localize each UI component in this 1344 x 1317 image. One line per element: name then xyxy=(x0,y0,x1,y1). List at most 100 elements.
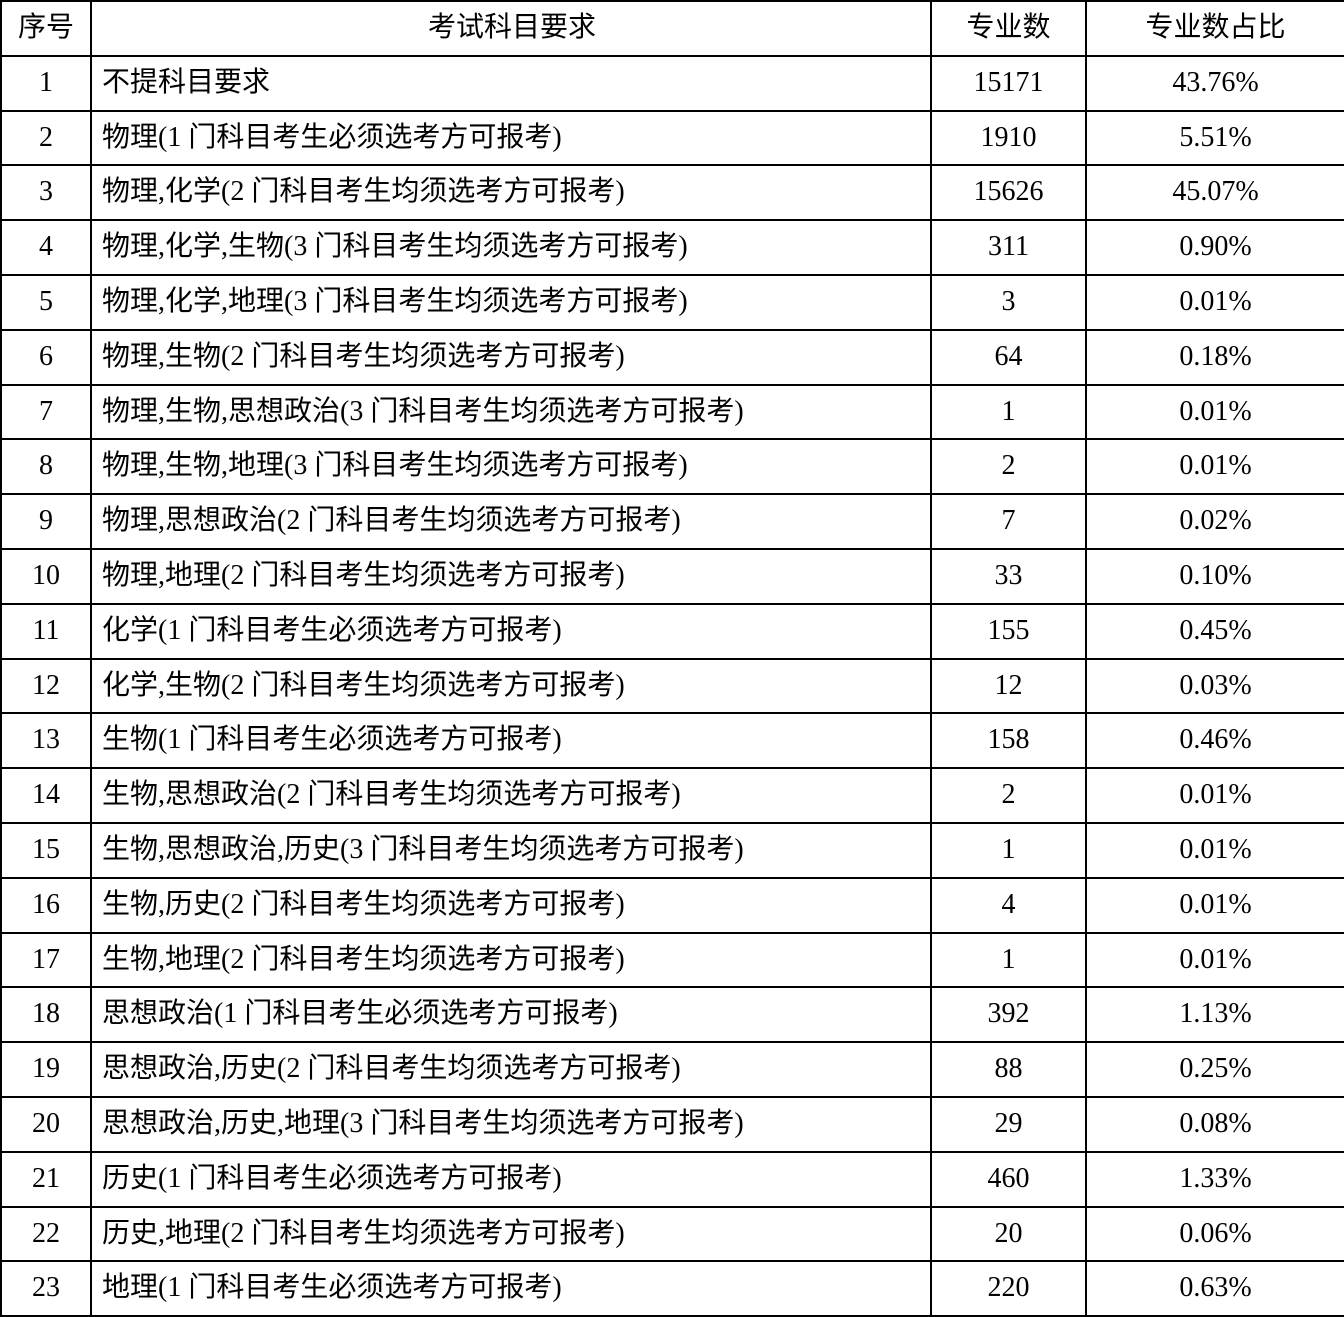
col-header-seq: 序号 xyxy=(1,1,91,56)
cell-seq: 13 xyxy=(1,713,91,768)
subject-requirements-table: 序号 考试科目要求 专业数 专业数占比 1不提科目要求1517143.76%2物… xyxy=(0,0,1344,1317)
cell-seq: 6 xyxy=(1,330,91,385)
cell-percent: 0.01% xyxy=(1086,768,1344,823)
cell-seq: 16 xyxy=(1,878,91,933)
table-row: 3物理,化学(2 门科目考生均须选考方可报考)1562645.07% xyxy=(1,165,1344,220)
cell-seq: 1 xyxy=(1,56,91,111)
cell-requirement: 思想政治,历史,地理(3 门科目考生均须选考方可报考) xyxy=(91,1097,931,1152)
cell-seq: 15 xyxy=(1,823,91,878)
table-header-row: 序号 考试科目要求 专业数 专业数占比 xyxy=(1,1,1344,56)
cell-seq: 3 xyxy=(1,165,91,220)
cell-count: 7 xyxy=(931,494,1086,549)
cell-percent: 0.01% xyxy=(1086,275,1344,330)
cell-percent: 0.01% xyxy=(1086,823,1344,878)
table-body: 1不提科目要求1517143.76%2物理(1 门科目考生必须选考方可报考)19… xyxy=(1,56,1344,1316)
cell-percent: 1.13% xyxy=(1086,987,1344,1042)
cell-count: 392 xyxy=(931,987,1086,1042)
cell-requirement: 生物(1 门科目考生必须选考方可报考) xyxy=(91,713,931,768)
cell-requirement: 生物,思想政治,历史(3 门科目考生均须选考方可报考) xyxy=(91,823,931,878)
table-row: 20思想政治,历史,地理(3 门科目考生均须选考方可报考)290.08% xyxy=(1,1097,1344,1152)
cell-seq: 10 xyxy=(1,549,91,604)
table-row: 9物理,思想政治(2 门科目考生均须选考方可报考)70.02% xyxy=(1,494,1344,549)
table-row: 16生物,历史(2 门科目考生均须选考方可报考)40.01% xyxy=(1,878,1344,933)
cell-requirement: 不提科目要求 xyxy=(91,56,931,111)
cell-seq: 11 xyxy=(1,604,91,659)
cell-seq: 2 xyxy=(1,111,91,166)
cell-requirement: 地理(1 门科目考生必须选考方可报考) xyxy=(91,1261,931,1316)
cell-percent: 0.01% xyxy=(1086,385,1344,440)
cell-count: 2 xyxy=(931,439,1086,494)
col-header-count: 专业数 xyxy=(931,1,1086,56)
cell-count: 2 xyxy=(931,768,1086,823)
cell-percent: 45.07% xyxy=(1086,165,1344,220)
cell-seq: 8 xyxy=(1,439,91,494)
cell-requirement: 思想政治(1 门科目考生必须选考方可报考) xyxy=(91,987,931,1042)
col-header-percent: 专业数占比 xyxy=(1086,1,1344,56)
cell-seq: 22 xyxy=(1,1207,91,1262)
cell-requirement: 物理,化学,生物(3 门科目考生均须选考方可报考) xyxy=(91,220,931,275)
cell-percent: 0.63% xyxy=(1086,1261,1344,1316)
cell-seq: 20 xyxy=(1,1097,91,1152)
cell-seq: 14 xyxy=(1,768,91,823)
cell-count: 311 xyxy=(931,220,1086,275)
table-row: 22历史,地理(2 门科目考生均须选考方可报考)200.06% xyxy=(1,1207,1344,1262)
cell-percent: 0.90% xyxy=(1086,220,1344,275)
cell-requirement: 历史(1 门科目考生必须选考方可报考) xyxy=(91,1152,931,1207)
cell-count: 1 xyxy=(931,385,1086,440)
cell-percent: 0.10% xyxy=(1086,549,1344,604)
table-row: 17生物,地理(2 门科目考生均须选考方可报考)10.01% xyxy=(1,933,1344,988)
cell-requirement: 物理,生物,地理(3 门科目考生均须选考方可报考) xyxy=(91,439,931,494)
table-row: 12化学,生物(2 门科目考生均须选考方可报考)120.03% xyxy=(1,659,1344,714)
table-row: 23地理(1 门科目考生必须选考方可报考)2200.63% xyxy=(1,1261,1344,1316)
cell-percent: 43.76% xyxy=(1086,56,1344,111)
cell-count: 220 xyxy=(931,1261,1086,1316)
cell-count: 33 xyxy=(931,549,1086,604)
cell-requirement: 物理(1 门科目考生必须选考方可报考) xyxy=(91,111,931,166)
cell-percent: 0.01% xyxy=(1086,439,1344,494)
cell-seq: 17 xyxy=(1,933,91,988)
cell-percent: 1.33% xyxy=(1086,1152,1344,1207)
cell-seq: 12 xyxy=(1,659,91,714)
table-row: 11化学(1 门科目考生必须选考方可报考)1550.45% xyxy=(1,604,1344,659)
table-row: 18思想政治(1 门科目考生必须选考方可报考)3921.13% xyxy=(1,987,1344,1042)
cell-requirement: 生物,思想政治(2 门科目考生均须选考方可报考) xyxy=(91,768,931,823)
table-row: 21历史(1 门科目考生必须选考方可报考)4601.33% xyxy=(1,1152,1344,1207)
col-header-req: 考试科目要求 xyxy=(91,1,931,56)
cell-requirement: 物理,生物(2 门科目考生均须选考方可报考) xyxy=(91,330,931,385)
cell-count: 155 xyxy=(931,604,1086,659)
cell-requirement: 化学,生物(2 门科目考生均须选考方可报考) xyxy=(91,659,931,714)
cell-seq: 5 xyxy=(1,275,91,330)
cell-percent: 0.01% xyxy=(1086,878,1344,933)
table-row: 1不提科目要求1517143.76% xyxy=(1,56,1344,111)
table-row: 13生物(1 门科目考生必须选考方可报考)1580.46% xyxy=(1,713,1344,768)
cell-percent: 0.18% xyxy=(1086,330,1344,385)
cell-count: 4 xyxy=(931,878,1086,933)
cell-seq: 9 xyxy=(1,494,91,549)
table-row: 19思想政治,历史(2 门科目考生均须选考方可报考)880.25% xyxy=(1,1042,1344,1097)
cell-requirement: 化学(1 门科目考生必须选考方可报考) xyxy=(91,604,931,659)
cell-requirement: 历史,地理(2 门科目考生均须选考方可报考) xyxy=(91,1207,931,1262)
cell-count: 29 xyxy=(931,1097,1086,1152)
table-row: 14生物,思想政治(2 门科目考生均须选考方可报考)20.01% xyxy=(1,768,1344,823)
cell-requirement: 生物,历史(2 门科目考生均须选考方可报考) xyxy=(91,878,931,933)
cell-percent: 0.03% xyxy=(1086,659,1344,714)
cell-count: 158 xyxy=(931,713,1086,768)
cell-percent: 5.51% xyxy=(1086,111,1344,166)
cell-seq: 18 xyxy=(1,987,91,1042)
cell-count: 15626 xyxy=(931,165,1086,220)
cell-seq: 7 xyxy=(1,385,91,440)
cell-percent: 0.45% xyxy=(1086,604,1344,659)
cell-requirement: 物理,地理(2 门科目考生均须选考方可报考) xyxy=(91,549,931,604)
cell-percent: 0.08% xyxy=(1086,1097,1344,1152)
cell-count: 88 xyxy=(931,1042,1086,1097)
cell-requirement: 思想政治,历史(2 门科目考生均须选考方可报考) xyxy=(91,1042,931,1097)
table-row: 4物理,化学,生物(3 门科目考生均须选考方可报考)3110.90% xyxy=(1,220,1344,275)
cell-count: 20 xyxy=(931,1207,1086,1262)
cell-percent: 0.01% xyxy=(1086,933,1344,988)
table-row: 2物理(1 门科目考生必须选考方可报考)19105.51% xyxy=(1,111,1344,166)
table-row: 5物理,化学,地理(3 门科目考生均须选考方可报考)30.01% xyxy=(1,275,1344,330)
cell-seq: 4 xyxy=(1,220,91,275)
cell-percent: 0.25% xyxy=(1086,1042,1344,1097)
cell-requirement: 物理,思想政治(2 门科目考生均须选考方可报考) xyxy=(91,494,931,549)
cell-requirement: 生物,地理(2 门科目考生均须选考方可报考) xyxy=(91,933,931,988)
